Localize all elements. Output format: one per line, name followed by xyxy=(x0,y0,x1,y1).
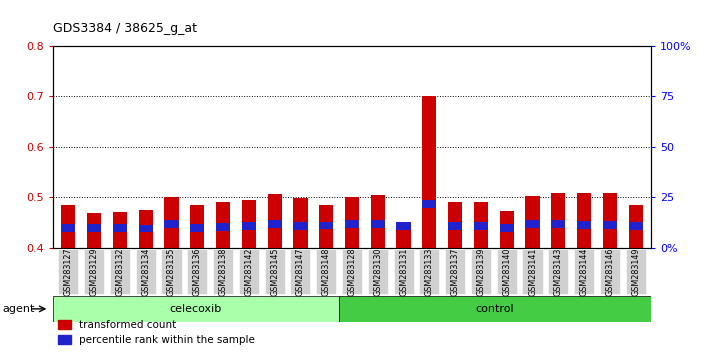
Bar xyxy=(551,219,565,228)
Text: GSM283144: GSM283144 xyxy=(579,247,589,296)
Text: celecoxib: celecoxib xyxy=(170,304,222,314)
Bar xyxy=(551,193,565,248)
Bar xyxy=(603,221,617,229)
Text: GSM283135: GSM283135 xyxy=(167,247,176,296)
Bar xyxy=(577,221,591,229)
Bar xyxy=(294,198,308,248)
Text: GSM283134: GSM283134 xyxy=(142,247,150,296)
Text: agent: agent xyxy=(2,304,34,314)
Bar xyxy=(241,200,256,248)
Bar xyxy=(525,220,540,228)
Bar xyxy=(61,205,75,248)
Bar xyxy=(268,194,282,248)
Bar xyxy=(339,296,651,322)
Bar xyxy=(345,198,359,248)
FancyBboxPatch shape xyxy=(471,249,491,294)
FancyBboxPatch shape xyxy=(136,249,156,294)
Bar xyxy=(294,222,308,230)
Bar xyxy=(268,219,282,228)
Bar xyxy=(448,202,463,248)
FancyBboxPatch shape xyxy=(445,249,465,294)
FancyBboxPatch shape xyxy=(497,249,517,294)
Bar xyxy=(371,219,385,228)
Text: GSM283128: GSM283128 xyxy=(348,247,356,296)
FancyBboxPatch shape xyxy=(600,249,620,294)
FancyBboxPatch shape xyxy=(522,249,543,294)
Text: GSM283133: GSM283133 xyxy=(425,247,434,296)
Text: GSM283139: GSM283139 xyxy=(477,247,486,296)
Text: GSM283137: GSM283137 xyxy=(451,247,460,296)
FancyBboxPatch shape xyxy=(213,249,233,294)
Bar xyxy=(319,222,333,229)
Legend: transformed count, percentile rank within the sample: transformed count, percentile rank withi… xyxy=(58,320,255,345)
Bar xyxy=(164,219,179,228)
Text: GSM283142: GSM283142 xyxy=(244,247,253,296)
Text: GSM283129: GSM283129 xyxy=(89,247,99,296)
Bar xyxy=(396,222,410,230)
Bar xyxy=(371,195,385,248)
FancyBboxPatch shape xyxy=(58,249,78,294)
FancyBboxPatch shape xyxy=(84,249,104,294)
Bar xyxy=(319,205,333,248)
Bar xyxy=(53,296,339,322)
FancyBboxPatch shape xyxy=(394,249,414,294)
Bar xyxy=(448,222,463,230)
Bar xyxy=(500,224,514,232)
Bar xyxy=(474,202,488,248)
Text: GSM283127: GSM283127 xyxy=(64,247,73,296)
FancyBboxPatch shape xyxy=(161,249,182,294)
Bar xyxy=(629,205,643,248)
Bar xyxy=(629,222,643,230)
Bar xyxy=(345,219,359,228)
Bar xyxy=(87,213,101,248)
FancyBboxPatch shape xyxy=(239,249,259,294)
Text: GSM283132: GSM283132 xyxy=(115,247,125,296)
Bar xyxy=(500,211,514,248)
Text: GSM283140: GSM283140 xyxy=(502,247,511,296)
Bar xyxy=(422,97,436,248)
Text: GSM283145: GSM283145 xyxy=(270,247,279,296)
Bar xyxy=(525,196,540,248)
FancyBboxPatch shape xyxy=(548,249,568,294)
FancyBboxPatch shape xyxy=(626,249,646,294)
Bar xyxy=(474,222,488,230)
Bar xyxy=(216,223,230,231)
Bar xyxy=(241,222,256,230)
Text: GSM283149: GSM283149 xyxy=(631,247,640,296)
FancyBboxPatch shape xyxy=(265,249,284,294)
Bar xyxy=(139,210,153,248)
Text: GSM283138: GSM283138 xyxy=(218,247,227,296)
Bar xyxy=(396,222,410,248)
Text: GSM283147: GSM283147 xyxy=(296,247,305,296)
Text: control: control xyxy=(476,304,515,314)
FancyBboxPatch shape xyxy=(290,249,310,294)
Text: GSM283131: GSM283131 xyxy=(399,247,408,296)
Text: GSM283130: GSM283130 xyxy=(373,247,382,296)
FancyBboxPatch shape xyxy=(574,249,594,294)
Bar xyxy=(113,224,127,232)
Text: GSM283148: GSM283148 xyxy=(322,247,331,296)
Text: GSM283141: GSM283141 xyxy=(528,247,537,296)
FancyBboxPatch shape xyxy=(316,249,337,294)
Bar xyxy=(216,202,230,248)
FancyBboxPatch shape xyxy=(342,249,362,294)
Text: GSM283136: GSM283136 xyxy=(193,247,202,296)
FancyBboxPatch shape xyxy=(187,249,207,294)
Bar xyxy=(190,205,204,248)
FancyBboxPatch shape xyxy=(110,249,130,294)
Bar xyxy=(87,224,101,232)
Bar xyxy=(603,193,617,248)
Bar xyxy=(422,200,436,209)
FancyBboxPatch shape xyxy=(420,249,439,294)
Text: GDS3384 / 38625_g_at: GDS3384 / 38625_g_at xyxy=(53,22,197,35)
Bar xyxy=(190,224,204,232)
Bar xyxy=(61,224,75,232)
FancyBboxPatch shape xyxy=(367,249,388,294)
Text: GSM283143: GSM283143 xyxy=(554,247,562,296)
Bar xyxy=(577,193,591,248)
Bar xyxy=(164,198,179,248)
Bar xyxy=(113,212,127,248)
Bar xyxy=(139,224,153,232)
Text: GSM283146: GSM283146 xyxy=(605,247,615,296)
